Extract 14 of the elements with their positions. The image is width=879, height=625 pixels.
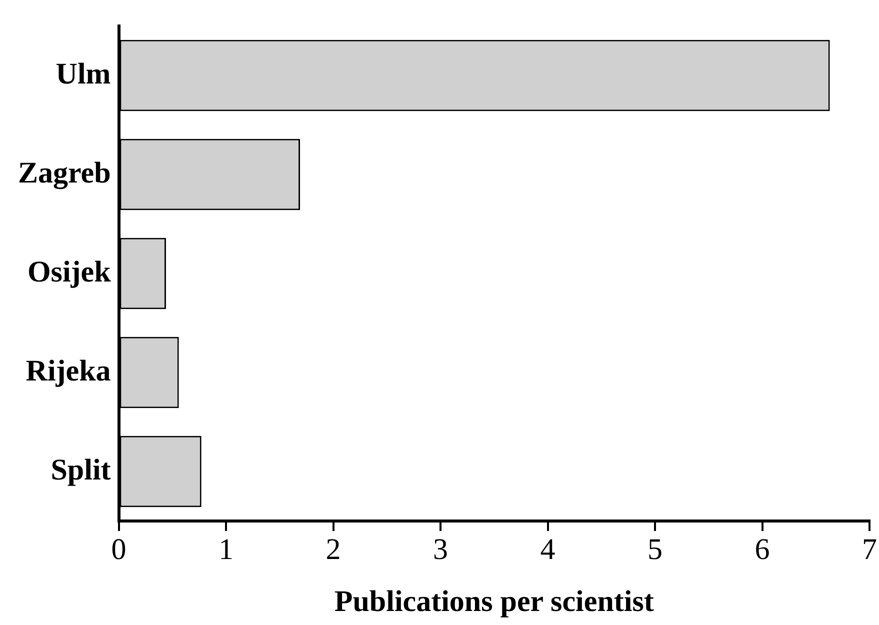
x-tick-label: 5 bbox=[648, 532, 663, 566]
y-tick-label: Zagreb bbox=[18, 156, 111, 190]
x-tick-label: 7 bbox=[862, 532, 877, 566]
y-tick-label: Osijek bbox=[27, 255, 112, 288]
x-tick-label: 1 bbox=[218, 532, 234, 566]
x-tick-label: 0 bbox=[111, 532, 126, 566]
y-tick-label: Ulm bbox=[56, 57, 111, 90]
x-tick-label: 2 bbox=[326, 532, 341, 566]
x-axis-title: Publications per scientist bbox=[334, 584, 654, 618]
x-tick-label: 6 bbox=[754, 532, 770, 566]
x-tick-label: 4 bbox=[540, 532, 556, 566]
x-tick-label: 3 bbox=[433, 532, 448, 566]
y-tick-label: Split bbox=[50, 453, 111, 486]
y-tick-label: Rijeka bbox=[26, 354, 111, 388]
